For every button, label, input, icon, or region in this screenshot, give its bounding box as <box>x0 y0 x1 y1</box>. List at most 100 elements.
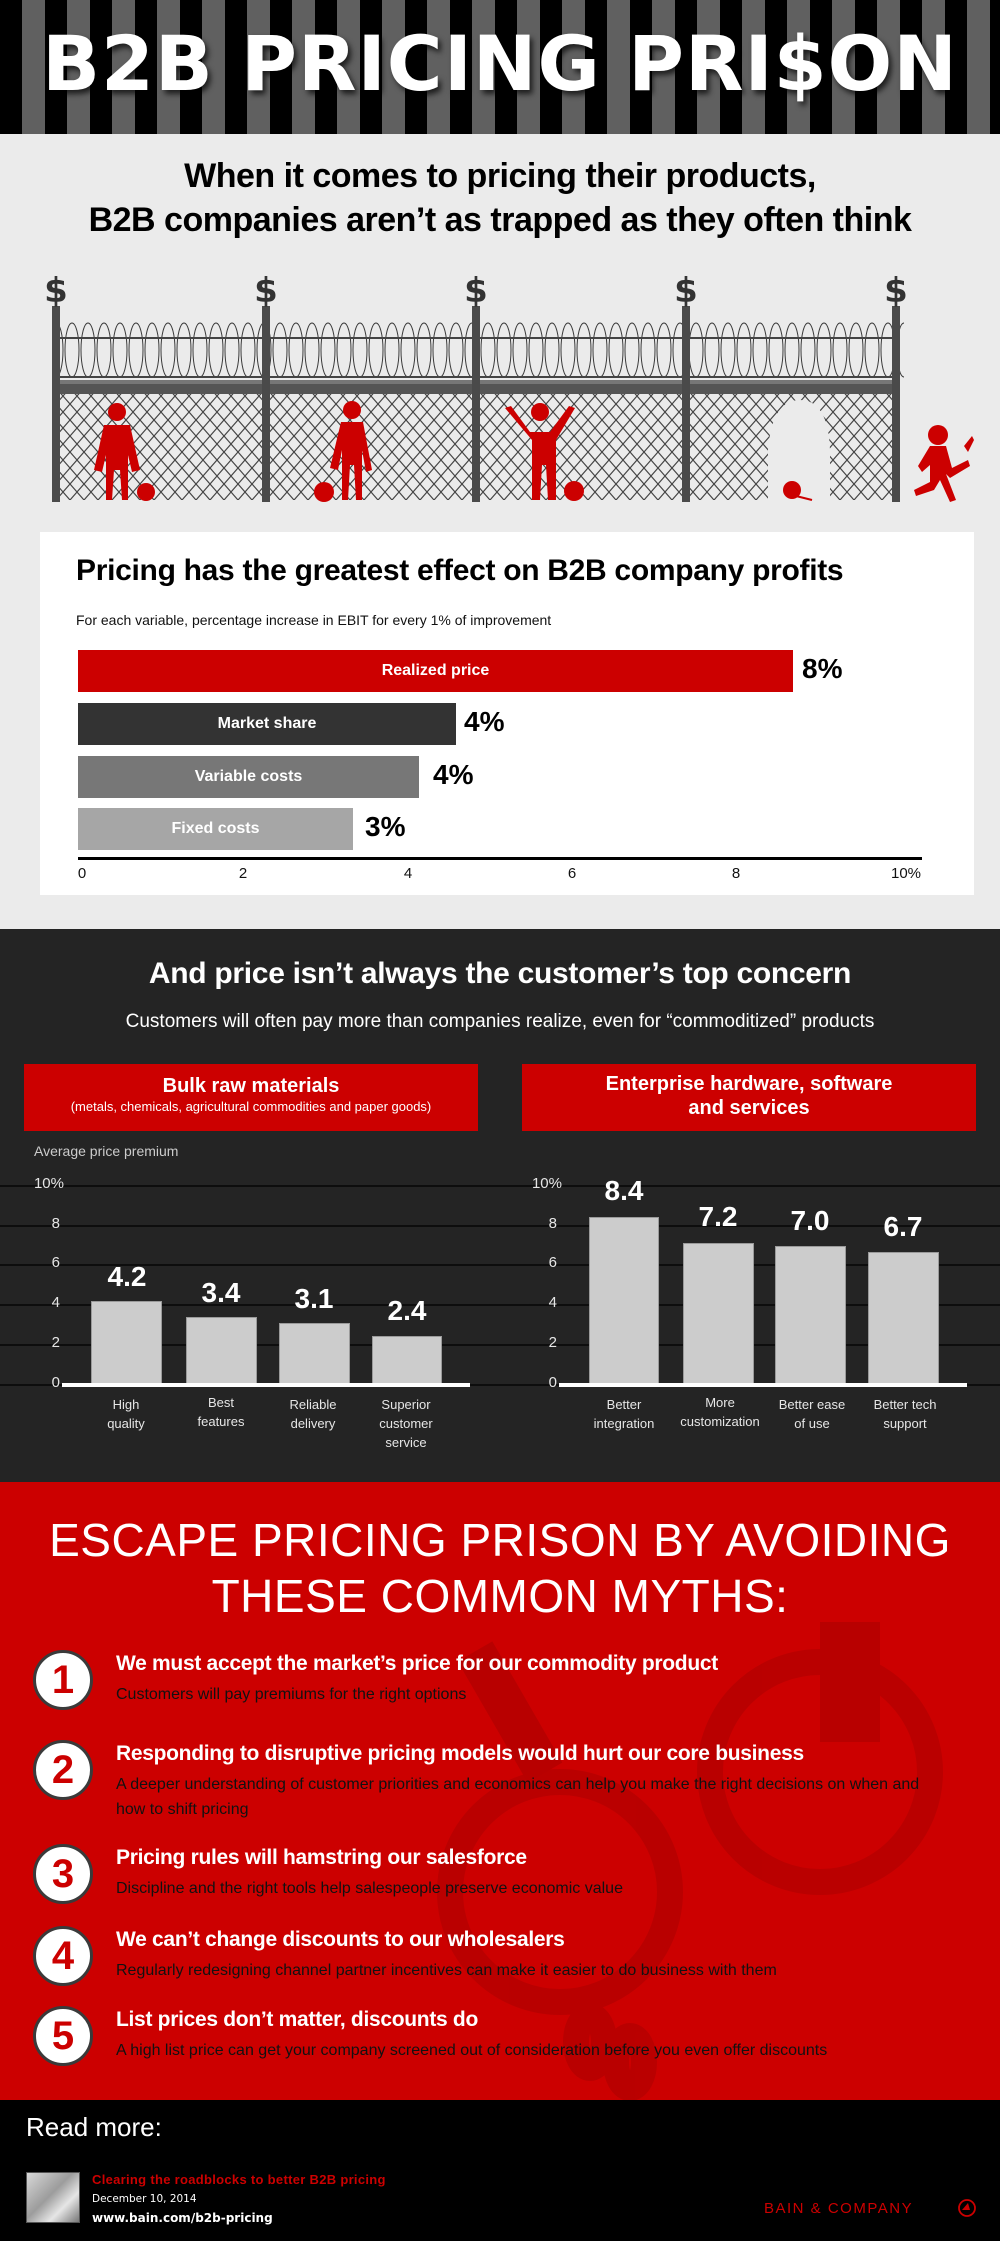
x-tick: 4 <box>403 865 413 882</box>
myth-title: Responding to disruptive pricing models … <box>116 1742 804 1765</box>
bar-better-ease-of-use <box>775 1246 846 1384</box>
handcuffs-watermark-icon <box>437 1622 943 2100</box>
bar-value: 6.7 <box>883 1211 923 1242</box>
bar-value: 4.2 <box>107 1261 147 1292</box>
bar-label: Market share <box>217 715 317 732</box>
bar-value: 3.1 <box>294 1283 334 1314</box>
bar-realized-price: Realized price <box>78 650 793 692</box>
bar-value: 3.4 <box>201 1277 241 1308</box>
bar-high-quality <box>91 1301 162 1384</box>
category-label: High quality <box>71 1395 181 1433</box>
article-thumbnail[interactable] <box>26 2172 80 2223</box>
bar-value: 7.0 <box>790 1205 830 1236</box>
category-line: customization <box>680 1414 760 1429</box>
bar-superior-service <box>372 1336 442 1384</box>
myths-section: ESCAPE PRICING PRISON BY AVOIDING THESE … <box>0 1482 1000 2100</box>
x-axis-line <box>62 1383 470 1387</box>
category-line: customer <box>379 1416 433 1431</box>
svg-text:$: $ <box>674 271 698 311</box>
bar-better-integration <box>589 1217 659 1384</box>
category-label: Better tech support <box>850 1395 960 1433</box>
brand-logo-text: BAIN & COMPANY <box>764 2200 914 2217</box>
bar-better-tech-support <box>868 1252 939 1384</box>
category-line: More <box>705 1395 735 1410</box>
footer: Read more: Clearing the roadblocks to be… <box>0 2100 1000 2241</box>
y-tick: 0 <box>548 1374 557 1391</box>
y-tick: 4 <box>51 1294 60 1311</box>
category-label: Reliable delivery <box>258 1395 368 1433</box>
y-tick: 10% <box>33 1175 64 1192</box>
category-line: delivery <box>290 1416 336 1431</box>
bulk-subtitle: (metals, chemicals, agricultural commodi… <box>70 1099 432 1114</box>
y-tick: 2 <box>51 1334 60 1351</box>
bar-value: 4% <box>464 706 505 737</box>
intro-headline: When it comes to pricing their products,… <box>0 154 1000 242</box>
number-badge-3: 3 <box>33 1844 93 1904</box>
page-title: B2B PRICING PRI$ON <box>42 19 958 108</box>
y-tick: 6 <box>548 1254 557 1271</box>
myth-title: We must accept the market’s price for ou… <box>116 1652 718 1675</box>
bain-logo-icon <box>958 2199 976 2217</box>
bar-best-features <box>186 1317 257 1384</box>
bar-value: 8% <box>802 653 843 684</box>
category-label: Better integration <box>569 1395 679 1433</box>
myths-title-line2: THESE COMMON MYTHS: <box>211 1570 789 1622</box>
bar-market-share: Market share <box>78 703 456 745</box>
ebit-chart-title: Pricing has the greatest effect on B2B c… <box>76 554 844 587</box>
bar-fixed-costs: Fixed costs <box>78 808 353 850</box>
category-line: quality <box>107 1416 145 1431</box>
bar-more-customization <box>683 1243 754 1384</box>
bar-value: 3% <box>365 811 406 842</box>
y-tick: 2 <box>548 1334 557 1351</box>
myth-description: Regularly redesigning channel partner in… <box>116 1962 777 1979</box>
dollar-sign-icons: $ $ $ $ $ <box>44 271 908 311</box>
bar-value: 8.4 <box>604 1175 644 1206</box>
x-tick: 10% <box>890 865 922 882</box>
category-line: High <box>112 1397 140 1412</box>
bar-reliable-delivery <box>279 1323 350 1384</box>
bar-variable-costs: Variable costs <box>78 756 419 798</box>
bar-value: 4% <box>433 759 474 790</box>
y-tick: 8 <box>51 1215 60 1232</box>
gridline <box>0 1384 1000 1386</box>
category-label: Better ease of use <box>757 1395 867 1433</box>
enterprise-header: Enterprise hardware, software and servic… <box>522 1064 976 1131</box>
x-tick: 6 <box>567 865 577 882</box>
article-link[interactable]: Clearing the roadblocks to better B2B pr… <box>92 2172 386 2187</box>
header-banner: B2B PRICING PRI$ON <box>0 0 1000 134</box>
myth-description: A high list price can get your company s… <box>116 2042 828 2059</box>
bar-label: Variable costs <box>194 768 303 785</box>
price-premium-section: And price isn’t always the customer’s to… <box>0 929 1000 1482</box>
gridline <box>0 1185 1000 1187</box>
myth-description: A deeper understanding of customer prior… <box>116 1776 920 1818</box>
bar-value: 7.2 <box>698 1201 738 1232</box>
myth-description: Discipline and the right tools help sale… <box>116 1880 623 1897</box>
y-tick: 0 <box>51 1374 60 1391</box>
category-line: Better ease <box>778 1397 846 1412</box>
enterprise-title-line1: Enterprise hardware, software <box>605 1073 893 1095</box>
number-badge-1: 1 <box>33 1650 93 1710</box>
y-tick: 8 <box>548 1215 557 1232</box>
y-tick: 4 <box>548 1294 557 1311</box>
prisoner-icons <box>94 401 974 502</box>
ebit-chart-subtitle: For each variable, percentage increase i… <box>76 612 552 628</box>
number-badge-2: 2 <box>33 1740 93 1800</box>
read-more-heading: Read more: <box>26 2112 162 2142</box>
intro-headline-line2: B2B companies aren’t as trapped as they … <box>88 201 912 239</box>
x-tick: 8 <box>731 865 741 882</box>
gridline <box>0 1225 1000 1227</box>
prison-fence-illustration: $ $ $ $ $ <box>44 271 974 502</box>
y-tick: 10% <box>531 1175 562 1192</box>
myth-description: Customers will pay premiums for the righ… <box>116 1686 467 1703</box>
bulk-materials-header: Bulk raw materials (metals, chemicals, a… <box>24 1064 478 1131</box>
svg-text:$: $ <box>464 271 488 311</box>
ebit-chart-card: Pricing has the greatest effect on B2B c… <box>40 532 974 895</box>
category-line: Reliable <box>289 1397 337 1412</box>
section-title: And price isn’t always the customer’s to… <box>148 957 852 990</box>
number-badge-5: 5 <box>33 2006 93 2066</box>
svg-text:$: $ <box>884 271 908 311</box>
article-url-link[interactable]: www.bain.com/b2b-pricing <box>92 2211 273 2225</box>
y-axis-label: Average price premium <box>34 1143 179 1159</box>
category-label: Superior customer service <box>351 1395 461 1452</box>
fence-posts <box>52 306 900 502</box>
